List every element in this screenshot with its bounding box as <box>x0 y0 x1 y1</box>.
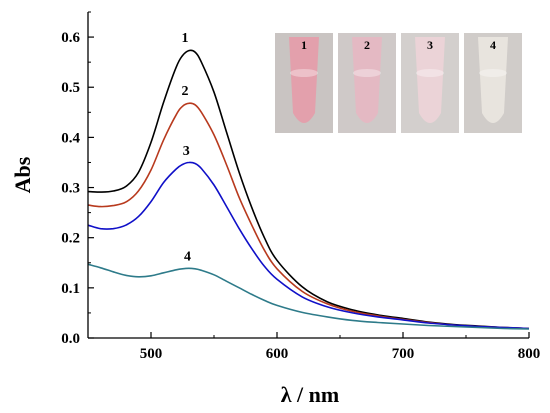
inset-photo-1: 1 <box>275 33 333 133</box>
ticks-group: 500 600 700 800 0.0 0.1 0.2 0.3 0.4 0.5 0.6 <box>61 11 541 362</box>
curve-label-2: 2 <box>182 84 189 99</box>
tube-liquid <box>415 37 445 123</box>
series-group <box>87 49 530 330</box>
x-axis-title: λ / nm <box>281 382 339 407</box>
inset-photo-4: 4 <box>464 33 522 133</box>
curve-label-3: 3 <box>183 144 190 159</box>
axes-frame <box>87 12 529 339</box>
x-tick-label-800: 800 <box>518 346 541 362</box>
series-line-3 <box>87 161 530 330</box>
tube-meniscus <box>290 69 318 77</box>
tube-meniscus <box>416 69 444 77</box>
tube-meniscus <box>353 69 381 77</box>
curve-labels: 1 2 3 4 <box>182 31 192 264</box>
y-tick-label-0.6: 0.6 <box>61 30 80 46</box>
photo-label-1: 1 <box>301 38 307 52</box>
inset-photo-2: 2 <box>338 33 396 133</box>
y-tick-label-0.2: 0.2 <box>61 231 80 247</box>
tube-liquid <box>289 37 319 123</box>
y-tick-label-0.3: 0.3 <box>61 181 80 197</box>
x-tick-label-500: 500 <box>140 346 163 362</box>
x-tick-label-700: 700 <box>392 346 415 362</box>
y-tick-label-0.4: 0.4 <box>61 130 80 146</box>
tube-meniscus <box>479 69 507 77</box>
y-tick-label-0: 0.0 <box>61 331 80 347</box>
curve-label-1: 1 <box>182 31 189 46</box>
tube-liquid <box>478 37 508 123</box>
series-line-2 <box>87 102 530 330</box>
x-tick-label-600: 600 <box>266 346 289 362</box>
tube-liquid <box>352 37 382 123</box>
photo-label-4: 4 <box>490 38 496 52</box>
series-line-4 <box>87 263 530 330</box>
curve-label-4: 4 <box>184 249 191 264</box>
photo-label-3: 3 <box>427 38 433 52</box>
photo-label-2: 2 <box>364 38 370 52</box>
inset-photo-3: 3 <box>401 33 459 133</box>
y-tick-label-0.1: 0.1 <box>61 281 80 297</box>
y-tick-label-0.5: 0.5 <box>61 80 80 96</box>
y-axis-title: Abs <box>10 156 35 193</box>
inset-photos: 1 2 3 4 <box>275 33 522 133</box>
